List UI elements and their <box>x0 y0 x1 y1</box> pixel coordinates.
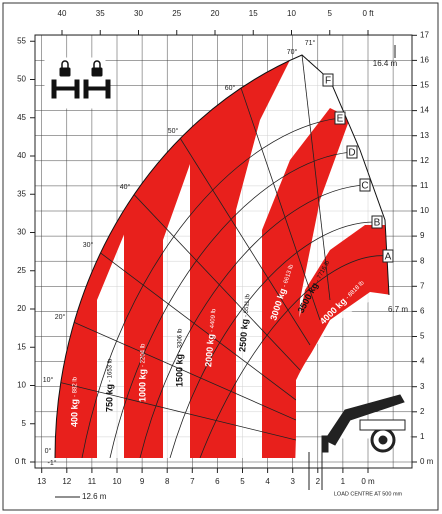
angle-label: 0° <box>45 447 52 455</box>
right-tick-label: 5 <box>420 332 425 341</box>
top-tick-label: 10 <box>287 9 296 18</box>
zone-kg: 400 kg <box>69 399 79 427</box>
load-centre: LOAD CENTRE AT 500 mm <box>334 491 403 497</box>
angle-label: 10° <box>43 376 54 384</box>
machine <box>322 395 410 452</box>
bottom-tick-label: 2 <box>316 477 321 486</box>
top-tick-label: 40 <box>58 9 67 18</box>
zone-lb: - 1653 lb <box>108 358 114 382</box>
bottom-tick-label: 11 <box>88 477 97 486</box>
bottom-tick-label: 5 <box>240 477 245 486</box>
lock-icons <box>45 58 110 108</box>
bottom-tick-label: 6 <box>215 477 220 486</box>
bottom-tick-label: 0 m <box>361 477 375 486</box>
angle-label: 30° <box>83 241 94 249</box>
right-tick-label: 9 <box>420 231 425 240</box>
top-tick-label: 35 <box>96 9 105 18</box>
right-tick-label: 12 <box>420 156 429 165</box>
angle-label: 71° <box>305 39 316 47</box>
right-tick-label: 1 <box>420 432 425 441</box>
bottom-tick-label: 4 <box>265 477 270 486</box>
right-tick-label: 10 <box>420 206 429 215</box>
zone-lb: - 3306 lb <box>178 328 184 352</box>
boom-label: F <box>325 76 331 87</box>
boom-label: C <box>361 181 368 192</box>
top-tick-label: 25 <box>172 9 181 18</box>
bottom-tick-label: 1 <box>341 477 346 486</box>
right-tick-label: 17 <box>420 30 429 39</box>
top-tick-label: 15 <box>249 9 258 18</box>
top-tick-label: 20 <box>211 9 220 18</box>
right-tick-label: 11 <box>420 181 429 190</box>
boom-label: A <box>385 252 392 263</box>
bottom-tick-label: 7 <box>190 477 195 486</box>
left-tick-label: 35 <box>17 189 26 198</box>
left-tick-label: 25 <box>17 266 26 275</box>
right-tick-label: 7 <box>420 281 425 290</box>
angle-label: 20° <box>55 313 66 321</box>
right-tick-label: 13 <box>420 131 429 140</box>
angle-label: 70° <box>287 48 298 56</box>
angle-label: 40° <box>120 183 131 191</box>
left-tick-label: 0 ft <box>15 457 27 466</box>
right-tick-label: 16 <box>420 56 429 65</box>
right-tick-label: 8 <box>420 256 425 265</box>
left-tick-label: 15 <box>17 342 26 351</box>
bottom-tick-label: 9 <box>140 477 145 486</box>
angle-label: 50° <box>168 127 179 135</box>
zone-kg: 750 kg <box>104 384 114 412</box>
boom-label: B <box>374 218 381 229</box>
bottom-tick-label: 10 <box>113 477 122 486</box>
left-tick-label: 30 <box>17 228 26 237</box>
bottom-tick-label: 13 <box>37 477 46 486</box>
boom-label: E <box>337 114 344 125</box>
top-tick-label: 0 ft <box>362 9 374 18</box>
left-tick-label: 50 <box>17 75 26 84</box>
max-height: 16.4 m <box>373 59 398 68</box>
left-tick-label: 10 <box>17 381 26 390</box>
left-tick-label: 55 <box>17 36 26 45</box>
bottom-tick-label: 3 <box>290 477 295 486</box>
angle-label: -1° <box>47 459 56 467</box>
left-tick-label: 45 <box>17 113 26 122</box>
right-tick-label: 6 <box>420 307 425 316</box>
right-tick-label: 15 <box>420 81 429 90</box>
top-tick-label: 5 <box>328 9 333 18</box>
right-tick-label: 4 <box>420 357 425 366</box>
right-tick-label: 14 <box>420 106 429 115</box>
left-tick-label: 40 <box>17 151 26 160</box>
bottom-tick-label: 12 <box>62 477 71 486</box>
max-reach: 12.6 m <box>82 492 107 501</box>
right-tick-label: 0 m <box>420 457 434 466</box>
zone-lb: - 882 lb <box>73 376 79 397</box>
right-tick-label: 2 <box>420 407 425 416</box>
max-reach-height: 6.7 m <box>388 305 408 314</box>
angle-label: 60° <box>225 84 236 92</box>
bottom-tick-label: 8 <box>165 477 170 486</box>
boom-label: D <box>348 148 355 159</box>
left-tick-label: 5 <box>22 419 27 428</box>
zone-kg: 1000 kg <box>137 369 147 402</box>
top-tick-label: 30 <box>134 9 143 18</box>
zone-kg: 1500 kg <box>174 354 184 387</box>
load-chart: 12.6 m 16.4 m 6.7 m LOAD CENTRE AT 500 m… <box>0 0 442 514</box>
left-tick-label: 20 <box>17 304 26 313</box>
right-tick-label: 3 <box>420 382 425 391</box>
zone-lb: - 2204 lb <box>141 343 147 367</box>
